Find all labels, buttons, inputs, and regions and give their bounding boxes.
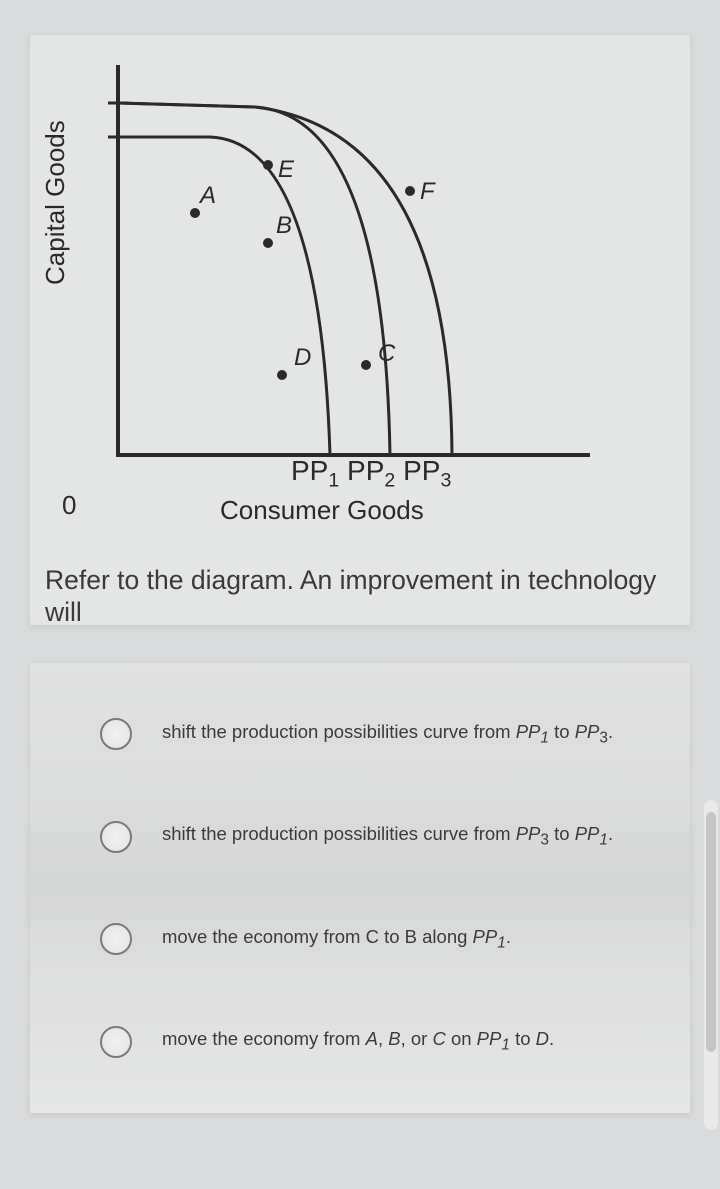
radio-button[interactable]	[100, 821, 132, 853]
point-label-C: C	[378, 340, 396, 367]
option-text: move the economy from C to B along PP1.	[162, 925, 511, 954]
radio-button[interactable]	[100, 1026, 132, 1058]
radio-button[interactable]	[100, 718, 132, 750]
point-label-A: A	[198, 182, 216, 209]
option-text: shift the production possibilities curve…	[162, 720, 613, 749]
x-axis-label: Consumer Goods	[220, 495, 424, 526]
option-row-2[interactable]: shift the production possibilities curve…	[30, 792, 690, 882]
curve-labels: PP1 PP2 PP3	[291, 455, 451, 493]
point-C	[361, 360, 371, 370]
curve-PP1	[118, 137, 330, 455]
ppf-chart-svg: A B E F D C	[90, 55, 650, 495]
scroll-thumb[interactable]	[706, 812, 716, 1052]
point-label-F: F	[420, 178, 436, 205]
ppf-chart: A B E F D C Capital Goods 0 PP1 PP2 PP3 Consu…	[30, 35, 690, 525]
point-label-E: E	[278, 156, 295, 183]
point-label-D: D	[294, 344, 311, 371]
point-label-B: B	[276, 212, 292, 239]
option-text: move the economy from A, B, or C on PP1 …	[162, 1027, 554, 1056]
point-A	[190, 208, 200, 218]
option-row-1[interactable]: shift the production possibilities curve…	[30, 689, 690, 779]
y-axis-label: Capital Goods	[40, 120, 71, 285]
option-row-4[interactable]: move the economy from A, B, or C on PP1 …	[30, 997, 690, 1087]
question-text: Refer to the diagram. An improvement in …	[45, 565, 680, 629]
question-figure-card: A B E F D C Capital Goods 0 PP1 PP2 PP3 Consu…	[30, 35, 690, 625]
option-row-3[interactable]: move the economy from C to B along PP1.	[30, 894, 690, 984]
origin-label: 0	[62, 490, 76, 521]
point-D	[277, 370, 287, 380]
radio-button[interactable]	[100, 923, 132, 955]
answer-options-card: shift the production possibilities curve…	[30, 663, 690, 1113]
point-E	[263, 160, 273, 170]
scrollbar[interactable]	[704, 800, 718, 1130]
option-text: shift the production possibilities curve…	[162, 822, 613, 851]
point-F	[405, 186, 415, 196]
axes	[118, 65, 590, 455]
point-B	[263, 238, 273, 248]
